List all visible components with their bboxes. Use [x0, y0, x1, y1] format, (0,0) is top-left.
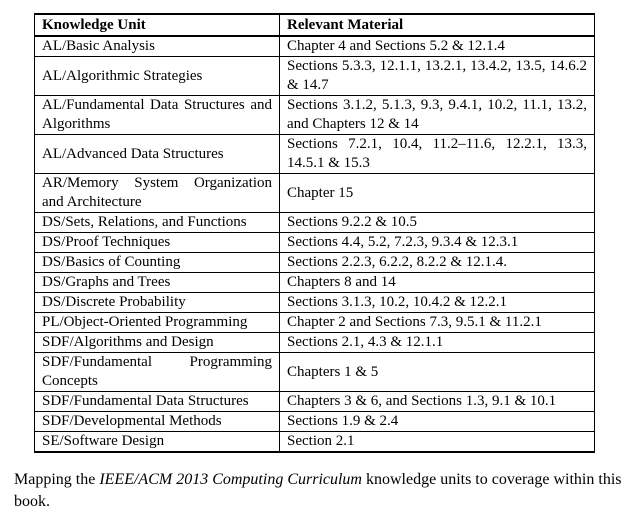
relevant-material-cell: Sections 5.3.3, 12.1.1, 13.2.1, 13.4.2, … [279, 56, 595, 96]
table-row: AR/Memory System Organization and Archit… [34, 173, 595, 213]
table-row: DS/Graphs and Trees Chapters 8 and 14 [34, 272, 595, 293]
table-row: SE/Software Design Section 2.1 [34, 431, 595, 453]
knowledge-unit-cell: SDF/Fundamental Data Structures [34, 391, 280, 412]
table-row: DS/Proof Techniques Sections 4.4, 5.2, 7… [34, 232, 595, 253]
knowledge-unit-cell: DS/Proof Techniques [34, 232, 280, 253]
table-row: AL/Basic Analysis Chapter 4 and Sections… [34, 35, 595, 57]
relevant-material-cell: Chapters 8 and 14 [279, 272, 595, 293]
relevant-material-cell: Chapter 4 and Sections 5.2 & 12.1.4 [279, 35, 595, 57]
table-row: AL/Advanced Data Structures Sections 7.2… [34, 134, 595, 174]
relevant-material-cell: Sections 3.1.2, 5.1.3, 9.3, 9.4.1, 10.2,… [279, 95, 595, 135]
table-row: DS/Basics of Counting Sections 2.2.3, 6.… [34, 252, 595, 273]
relevant-material-cell: Chapter 2 and Sections 7.3, 9.5.1 & 11.2… [279, 312, 595, 333]
knowledge-unit-cell: AL/Basic Analysis [34, 35, 280, 57]
header-relevant-material: Relevant Material [279, 13, 595, 37]
knowledge-unit-cell: SE/Software Design [34, 431, 280, 453]
relevant-material-cell: Chapters 3 & 6, and Sections 1.3, 9.1 & … [279, 391, 595, 412]
knowledge-unit-cell: DS/Sets, Relations, and Functions [34, 212, 280, 233]
table-row: DS/Discrete Probability Sections 3.1.3, … [34, 292, 595, 313]
table-row: DS/Sets, Relations, and Functions Sectio… [34, 212, 595, 233]
knowledge-unit-cell: AL/Fundamental Data Structures and Algor… [34, 95, 280, 135]
table-header-row: Knowledge Unit Relevant Material [34, 13, 595, 37]
table-row: SDF/Developmental Methods Sections 1.9 &… [34, 411, 595, 432]
knowledge-unit-cell: SDF/Fundamental Programming Concepts [34, 352, 280, 392]
table-caption: Mapping the IEEE/ACM 2013 Computing Curr… [14, 469, 626, 513]
relevant-material-cell: Sections 1.9 & 2.4 [279, 411, 595, 432]
relevant-material-cell: Sections 2.1, 4.3 & 12.1.1 [279, 332, 595, 353]
knowledge-unit-cell: DS/Discrete Probability [34, 292, 280, 313]
knowledge-unit-cell: AL/Algorithmic Strategies [34, 56, 280, 96]
table-row: AL/Fundamental Data Structures and Algor… [34, 95, 595, 135]
table-row: PL/Object-Oriented Programming Chapter 2… [34, 312, 595, 333]
caption-curriculum-title: IEEE/ACM 2013 Computing Curriculum [99, 471, 362, 488]
table-row: SDF/Fundamental Data Structures Chapters… [34, 391, 595, 412]
relevant-material-cell: Sections 9.2.2 & 10.5 [279, 212, 595, 233]
knowledge-unit-cell: AL/Advanced Data Structures [34, 134, 280, 174]
header-knowledge-unit: Knowledge Unit [34, 13, 280, 37]
knowledge-unit-cell: DS/Graphs and Trees [34, 272, 280, 293]
caption-prefix: Mapping the [14, 471, 100, 488]
relevant-material-cell: Sections 4.4, 5.2, 7.2.3, 9.3.4 & 12.3.1 [279, 232, 595, 253]
relevant-material-cell: Sections 2.2.3, 6.2.2, 8.2.2 & 12.1.4. [279, 252, 595, 273]
relevant-material-cell: Chapter 15 [279, 173, 595, 213]
knowledge-unit-cell: DS/Basics of Counting [34, 252, 280, 273]
table-row: SDF/Algorithms and Design Sections 2.1, … [34, 332, 595, 353]
relevant-material-cell: Sections 3.1.3, 10.2, 10.4.2 & 12.2.1 [279, 292, 595, 313]
caption-suffix: knowledge units to coverage within this … [14, 471, 622, 510]
relevant-material-cell: Section 2.1 [279, 431, 595, 453]
curriculum-mapping-table: Knowledge Unit Relevant Material AL/Basi… [34, 13, 595, 453]
relevant-material-cell: Sections 7.2.1, 10.4, 11.2–11.6, 12.2.1,… [279, 134, 595, 174]
relevant-material-cell: Chapters 1 & 5 [279, 352, 595, 392]
knowledge-unit-cell: SDF/Developmental Methods [34, 411, 280, 432]
curriculum-mapping-table-container: Knowledge Unit Relevant Material AL/Basi… [34, 13, 595, 453]
knowledge-unit-cell: AR/Memory System Organization and Archit… [34, 173, 280, 213]
table-row: AL/Algorithmic Strategies Sections 5.3.3… [34, 56, 595, 96]
knowledge-unit-cell: PL/Object-Oriented Programming [34, 312, 280, 333]
knowledge-unit-cell: SDF/Algorithms and Design [34, 332, 280, 353]
table-row: SDF/Fundamental Programming Concepts Cha… [34, 352, 595, 392]
